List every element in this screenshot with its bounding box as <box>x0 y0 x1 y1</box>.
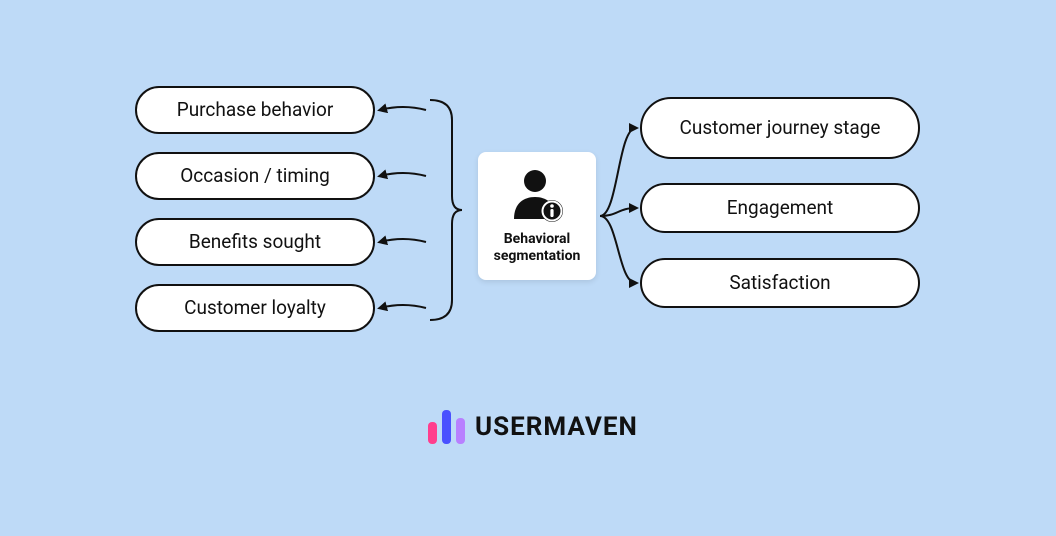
right-node-0: Customer journey stage <box>640 97 920 159</box>
right-node-1-label: Engagement <box>727 196 834 220</box>
center-node-label: Behavioral segmentation <box>494 231 581 265</box>
brand-bar <box>428 422 437 444</box>
left-node-0: Purchase behavior <box>135 86 375 134</box>
brand-bar <box>456 418 465 444</box>
person-info-icon <box>508 167 566 223</box>
right-node-2-label: Satisfaction <box>729 271 830 295</box>
left-node-3-label: Customer loyalty <box>184 296 326 320</box>
brand-bars-icon <box>428 410 465 444</box>
right-node-1: Engagement <box>640 183 920 233</box>
brand-wordmark: USERMAVEN <box>475 412 638 442</box>
brand-logo: USERMAVEN <box>428 410 638 444</box>
right-node-0-label: Customer journey stage <box>680 116 881 140</box>
right-node-2: Satisfaction <box>640 258 920 308</box>
brand-bar <box>442 410 451 444</box>
center-node: Behavioral segmentation <box>478 152 596 280</box>
left-node-2: Benefits sought <box>135 218 375 266</box>
left-node-1: Occasion / timing <box>135 152 375 200</box>
diagram-canvas: Purchase behavior Occasion / timing Benefi… <box>0 0 1056 536</box>
left-node-1-label: Occasion / timing <box>180 164 330 188</box>
left-node-2-label: Benefits sought <box>189 230 321 254</box>
left-node-3: Customer loyalty <box>135 284 375 332</box>
left-node-0-label: Purchase behavior <box>177 98 334 122</box>
